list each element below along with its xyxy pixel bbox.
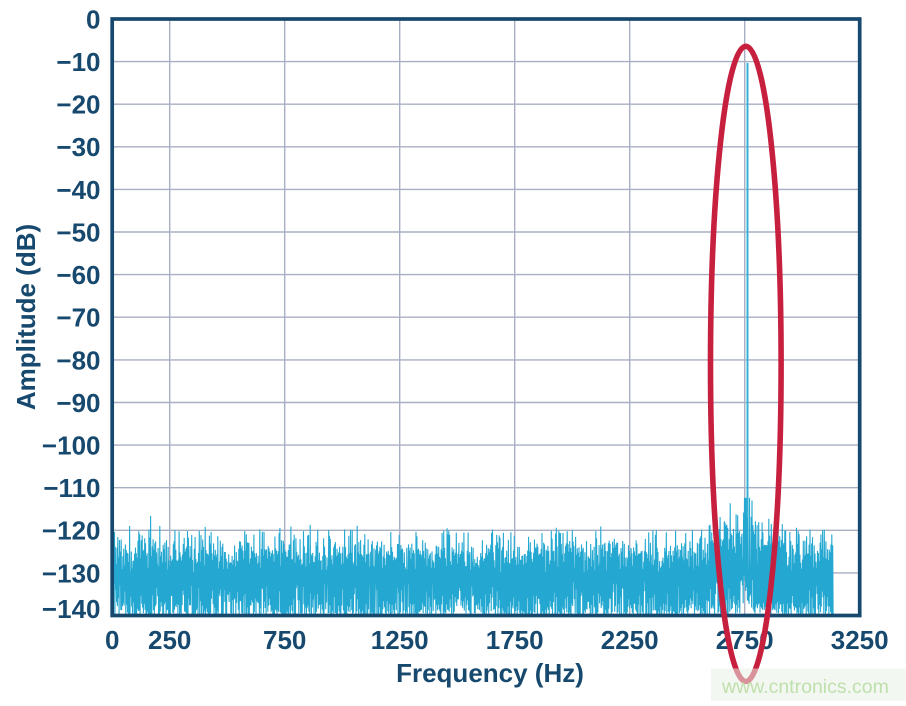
- svg-text:1250: 1250: [371, 625, 429, 655]
- svg-text:−120: −120: [42, 516, 101, 546]
- svg-text:750: 750: [263, 625, 306, 655]
- svg-text:−110: −110: [43, 473, 100, 503]
- svg-text:−140: −140: [42, 594, 101, 624]
- svg-text:−30: −30: [56, 132, 100, 162]
- svg-text:0: 0: [86, 4, 100, 34]
- svg-text:−60: −60: [56, 260, 100, 290]
- svg-text:−70: −70: [56, 303, 100, 333]
- svg-text:−130: −130: [42, 558, 101, 588]
- svg-text:1750: 1750: [486, 625, 544, 655]
- svg-text:−10: −10: [56, 47, 100, 77]
- svg-text:−20: −20: [56, 90, 100, 120]
- svg-text:−80: −80: [56, 345, 100, 375]
- svg-text:www.cntronics.com: www.cntronics.com: [721, 676, 889, 698]
- svg-text:−50: −50: [56, 217, 100, 247]
- svg-text:Amplitude (dB): Amplitude (dB): [11, 224, 41, 410]
- svg-text:−100: −100: [42, 431, 101, 461]
- svg-text:−40: −40: [56, 175, 100, 205]
- svg-text:Frequency (Hz): Frequency (Hz): [396, 658, 584, 688]
- svg-text:3250: 3250: [831, 625, 889, 655]
- svg-text:250: 250: [148, 625, 191, 655]
- svg-text:0: 0: [105, 625, 119, 655]
- svg-text:−90: −90: [56, 388, 100, 418]
- svg-text:2250: 2250: [601, 625, 659, 655]
